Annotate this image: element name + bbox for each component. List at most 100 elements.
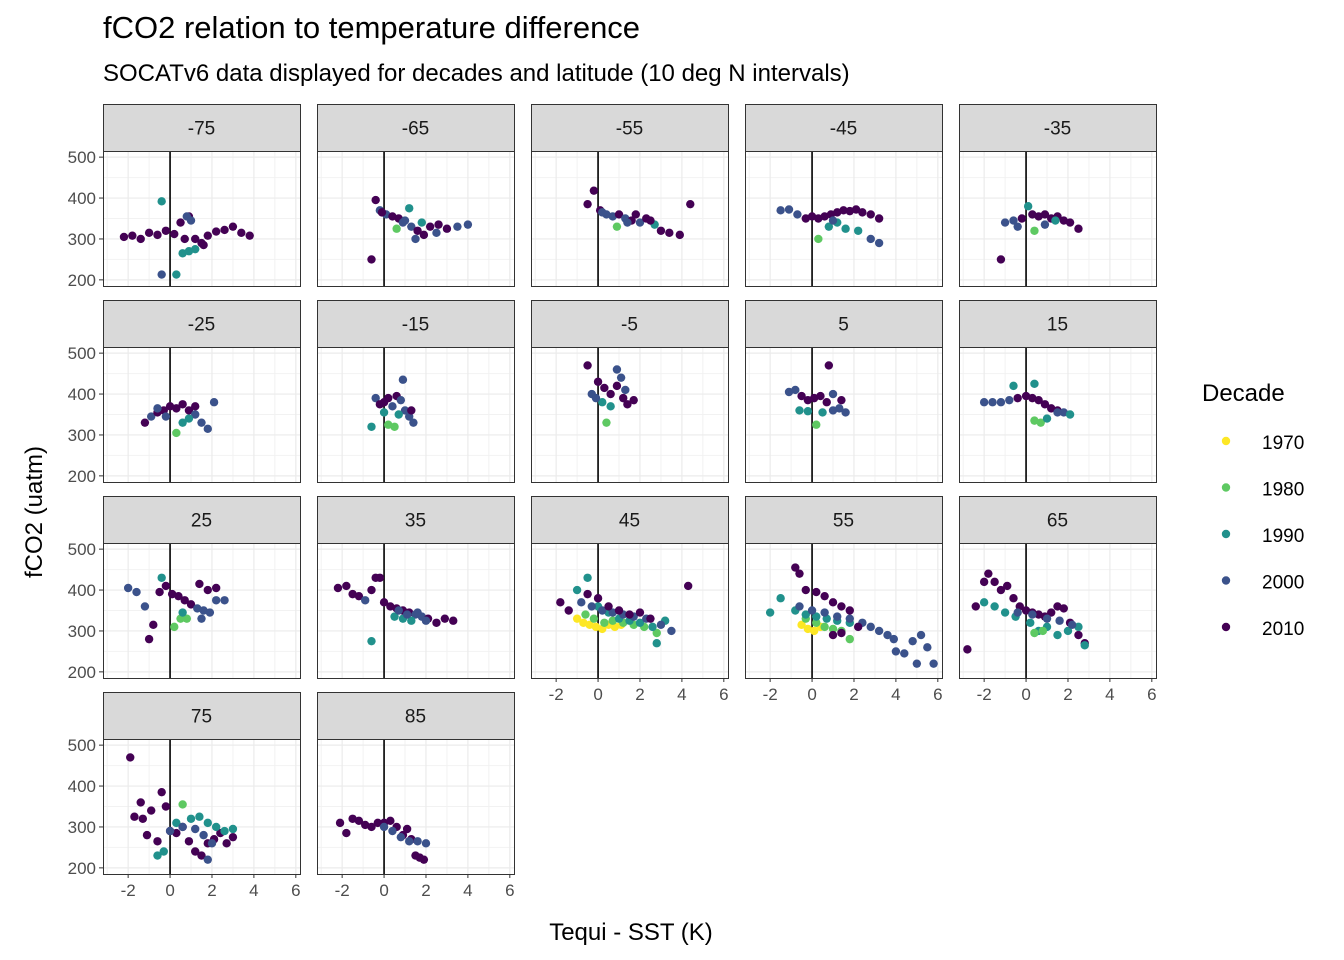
data-point bbox=[1036, 418, 1045, 427]
data-point bbox=[776, 206, 785, 215]
data-point bbox=[119, 232, 129, 242]
data-point bbox=[612, 365, 622, 374]
y-tick-label: 400 bbox=[68, 385, 96, 404]
data-point bbox=[577, 598, 586, 607]
data-point bbox=[1080, 641, 1089, 650]
data-point bbox=[367, 822, 376, 832]
data-point bbox=[1040, 400, 1050, 409]
data-point bbox=[220, 225, 229, 235]
data-point bbox=[1040, 210, 1050, 219]
data-point bbox=[170, 622, 179, 632]
facet-panel: -45 bbox=[745, 104, 943, 287]
data-point bbox=[155, 587, 164, 597]
data-point bbox=[172, 270, 181, 279]
data-point bbox=[394, 410, 403, 419]
data-point bbox=[656, 620, 666, 630]
data-point bbox=[123, 583, 133, 593]
data-point bbox=[373, 818, 382, 828]
facet-strip bbox=[531, 104, 729, 152]
data-point bbox=[222, 839, 231, 848]
data-point bbox=[335, 818, 345, 828]
data-point bbox=[1013, 222, 1022, 231]
y-tick-label: 400 bbox=[68, 777, 96, 796]
facet-strip bbox=[745, 104, 943, 152]
data-point bbox=[367, 585, 376, 595]
data-point bbox=[157, 270, 166, 279]
data-point bbox=[791, 385, 800, 395]
data-point bbox=[963, 645, 972, 654]
data-point bbox=[1065, 218, 1075, 227]
facet-panel: -75 200 300 400 500 bbox=[68, 104, 301, 290]
data-point bbox=[379, 822, 389, 832]
data-point bbox=[377, 208, 387, 217]
data-point bbox=[398, 218, 408, 227]
panel-border bbox=[531, 543, 729, 679]
data-point bbox=[866, 622, 875, 632]
facet-strip bbox=[959, 496, 1157, 544]
data-point bbox=[589, 614, 599, 623]
data-point bbox=[841, 408, 850, 417]
data-point bbox=[1042, 414, 1052, 423]
data-point bbox=[413, 226, 422, 235]
legend-title: Decade bbox=[1202, 380, 1285, 407]
data-point bbox=[398, 375, 408, 384]
data-point bbox=[142, 830, 152, 840]
x-tick-label: -2 bbox=[549, 685, 564, 704]
x-tick-label: 4 bbox=[677, 685, 686, 704]
chart-subtitle: SOCATv6 data displayed for decades and l… bbox=[103, 60, 850, 87]
facet-strip bbox=[103, 300, 301, 348]
data-point bbox=[556, 598, 565, 607]
data-point bbox=[425, 222, 435, 231]
legend-key bbox=[1221, 483, 1231, 492]
y-tick-label: 300 bbox=[68, 818, 96, 837]
data-point bbox=[614, 210, 624, 219]
data-point bbox=[652, 639, 661, 648]
facet-strip-label: -15 bbox=[402, 315, 429, 336]
x-tick-label: 0 bbox=[1021, 685, 1030, 704]
data-point bbox=[614, 606, 624, 615]
data-point bbox=[824, 361, 834, 370]
data-point bbox=[407, 222, 416, 231]
facet-panel: 45 -2 0 2 4 6 bbox=[531, 496, 729, 704]
data-point bbox=[203, 424, 212, 434]
data-point bbox=[409, 418, 418, 427]
data-point bbox=[237, 228, 246, 238]
data-point bbox=[606, 389, 615, 399]
x-tick-label: 2 bbox=[849, 685, 858, 704]
data-point bbox=[361, 596, 370, 605]
y-tick-label: 500 bbox=[68, 344, 96, 363]
data-point bbox=[814, 234, 823, 244]
data-point bbox=[784, 205, 794, 214]
legend-key bbox=[1221, 436, 1231, 446]
data-point bbox=[159, 847, 168, 856]
facet-panel: 5 bbox=[745, 300, 943, 483]
y-tick-label: 500 bbox=[68, 540, 96, 559]
data-point bbox=[147, 806, 156, 815]
data-point bbox=[140, 418, 150, 427]
data-point bbox=[184, 406, 194, 415]
data-point bbox=[598, 208, 607, 217]
y-tick-label: 300 bbox=[68, 230, 96, 249]
data-point bbox=[591, 393, 601, 403]
data-point bbox=[178, 822, 187, 832]
facet-strip bbox=[959, 104, 1157, 152]
data-point bbox=[600, 383, 609, 393]
data-point bbox=[874, 626, 884, 636]
data-point bbox=[635, 218, 645, 227]
data-point bbox=[434, 220, 443, 229]
data-point bbox=[602, 418, 611, 427]
facet-strip bbox=[531, 300, 729, 348]
data-point bbox=[149, 620, 158, 630]
data-point bbox=[342, 828, 351, 838]
data-point bbox=[979, 577, 989, 587]
data-point bbox=[186, 600, 196, 609]
data-point bbox=[157, 787, 166, 797]
data-point bbox=[407, 616, 416, 625]
x-tick-label: 2 bbox=[207, 881, 216, 900]
data-point bbox=[820, 591, 829, 601]
data-point bbox=[833, 612, 842, 621]
data-point bbox=[667, 626, 676, 636]
data-point bbox=[220, 826, 229, 836]
panel-border bbox=[959, 543, 1157, 679]
facet-panel: -55 bbox=[531, 104, 729, 287]
